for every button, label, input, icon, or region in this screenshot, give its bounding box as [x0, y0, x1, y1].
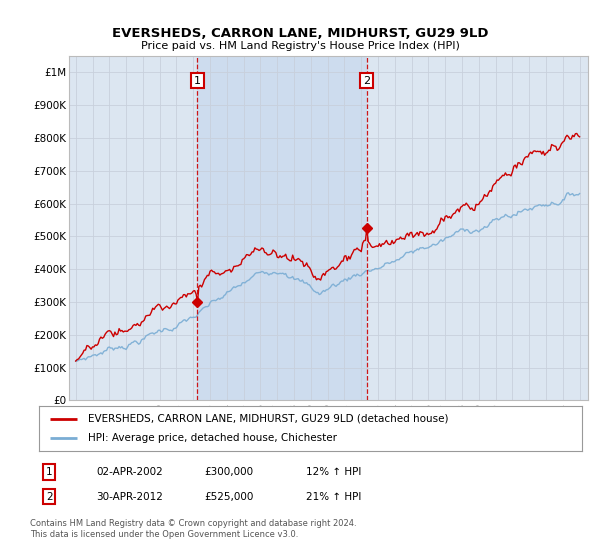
Text: £525,000: £525,000 [204, 492, 253, 502]
Text: 21% ↑ HPI: 21% ↑ HPI [306, 492, 361, 502]
Text: EVERSHEDS, CARRON LANE, MIDHURST, GU29 9LD: EVERSHEDS, CARRON LANE, MIDHURST, GU29 9… [112, 27, 488, 40]
Text: This data is licensed under the Open Government Licence v3.0.: This data is licensed under the Open Gov… [30, 530, 298, 539]
Bar [197, 56, 367, 400]
Text: 1: 1 [46, 467, 53, 477]
Text: £300,000: £300,000 [204, 467, 253, 477]
Text: EVERSHEDS, CARRON LANE, MIDHURST, GU29 9LD (detached house): EVERSHEDS, CARRON LANE, MIDHURST, GU29 9… [88, 413, 448, 423]
Text: 2: 2 [363, 76, 370, 86]
Text: 02-APR-2002: 02-APR-2002 [96, 467, 163, 477]
Text: 12% ↑ HPI: 12% ↑ HPI [306, 467, 361, 477]
Text: 1: 1 [194, 76, 201, 86]
Text: HPI: Average price, detached house, Chichester: HPI: Average price, detached house, Chic… [88, 433, 337, 444]
Text: 30-APR-2012: 30-APR-2012 [96, 492, 163, 502]
Text: Price paid vs. HM Land Registry's House Price Index (HPI): Price paid vs. HM Land Registry's House … [140, 41, 460, 51]
Text: Contains HM Land Registry data © Crown copyright and database right 2024.: Contains HM Land Registry data © Crown c… [30, 519, 356, 528]
Text: 2: 2 [46, 492, 53, 502]
